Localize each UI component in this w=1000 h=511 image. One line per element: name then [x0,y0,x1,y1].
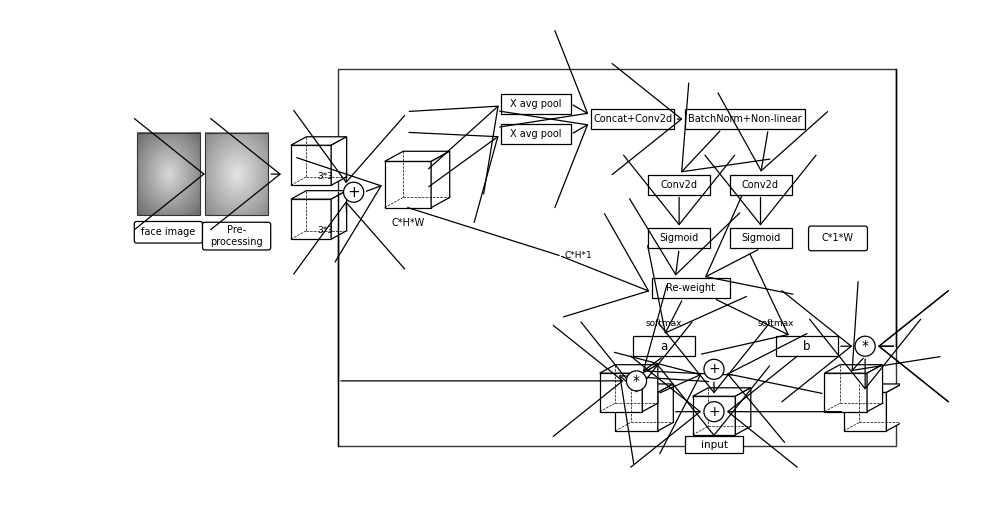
Bar [501,94,571,113]
Text: Conv2d: Conv2d [661,179,698,190]
Polygon shape [385,161,431,207]
Polygon shape [735,388,751,435]
Text: a: a [660,340,667,353]
Bar [501,125,571,145]
Text: BatchNorm+Non-linear: BatchNorm+Non-linear [688,114,802,124]
Text: input: input [700,440,728,450]
Text: +: + [347,184,360,200]
Polygon shape [331,191,347,239]
Bar [338,69,896,446]
Text: *: * [862,339,869,353]
Polygon shape [291,137,347,145]
Polygon shape [291,145,331,185]
Text: softmax: softmax [758,319,794,328]
Bar [137,133,200,215]
Bar [205,133,268,215]
Polygon shape [844,392,886,431]
Polygon shape [291,191,347,199]
Polygon shape [600,365,658,373]
Text: X avg pool: X avg pool [510,99,562,109]
FancyBboxPatch shape [134,221,202,243]
Text: Concat+Conv2d: Concat+Conv2d [593,114,672,124]
Polygon shape [331,137,347,185]
Bar [648,175,710,195]
Polygon shape [844,384,902,392]
Circle shape [344,182,364,202]
Text: Re-weight: Re-weight [666,284,715,293]
Polygon shape [693,396,735,435]
Text: Pre-
processing: Pre- processing [210,225,263,247]
Polygon shape [615,384,673,392]
Polygon shape [431,151,450,207]
Circle shape [704,402,724,422]
Circle shape [626,371,647,391]
Polygon shape [642,365,658,412]
Text: +: + [708,362,720,376]
Text: Conv2d: Conv2d [742,179,779,190]
Text: 3*3: 3*3 [317,172,333,181]
Bar [776,336,838,356]
Text: C*H*W: C*H*W [391,218,424,228]
Bar [685,436,743,453]
Polygon shape [693,388,751,396]
Text: b: b [803,340,811,353]
Text: face image: face image [141,227,196,237]
Bar [591,109,674,129]
Text: Sigmoid: Sigmoid [741,234,780,243]
Text: +: + [708,405,720,419]
Bar [730,175,792,195]
Polygon shape [615,392,658,431]
Polygon shape [867,365,883,412]
Polygon shape [291,199,331,239]
Polygon shape [824,365,883,373]
Text: C*H*1: C*H*1 [564,251,592,260]
Bar [633,336,695,356]
Text: softmax: softmax [645,319,682,328]
Polygon shape [600,373,642,412]
Bar [685,109,805,129]
Bar [730,228,792,248]
Polygon shape [658,384,673,431]
Bar [652,278,730,298]
Polygon shape [385,151,450,161]
Text: C*1*W: C*1*W [822,234,854,243]
Circle shape [704,359,724,379]
Polygon shape [824,373,867,412]
Bar [648,228,710,248]
Text: Sigmoid: Sigmoid [660,234,699,243]
Text: X avg pool: X avg pool [510,129,562,140]
FancyBboxPatch shape [809,226,867,251]
Circle shape [855,336,875,356]
Polygon shape [886,384,902,431]
Text: *: * [633,374,640,388]
Text: 3*3: 3*3 [317,226,333,235]
FancyBboxPatch shape [202,222,271,250]
